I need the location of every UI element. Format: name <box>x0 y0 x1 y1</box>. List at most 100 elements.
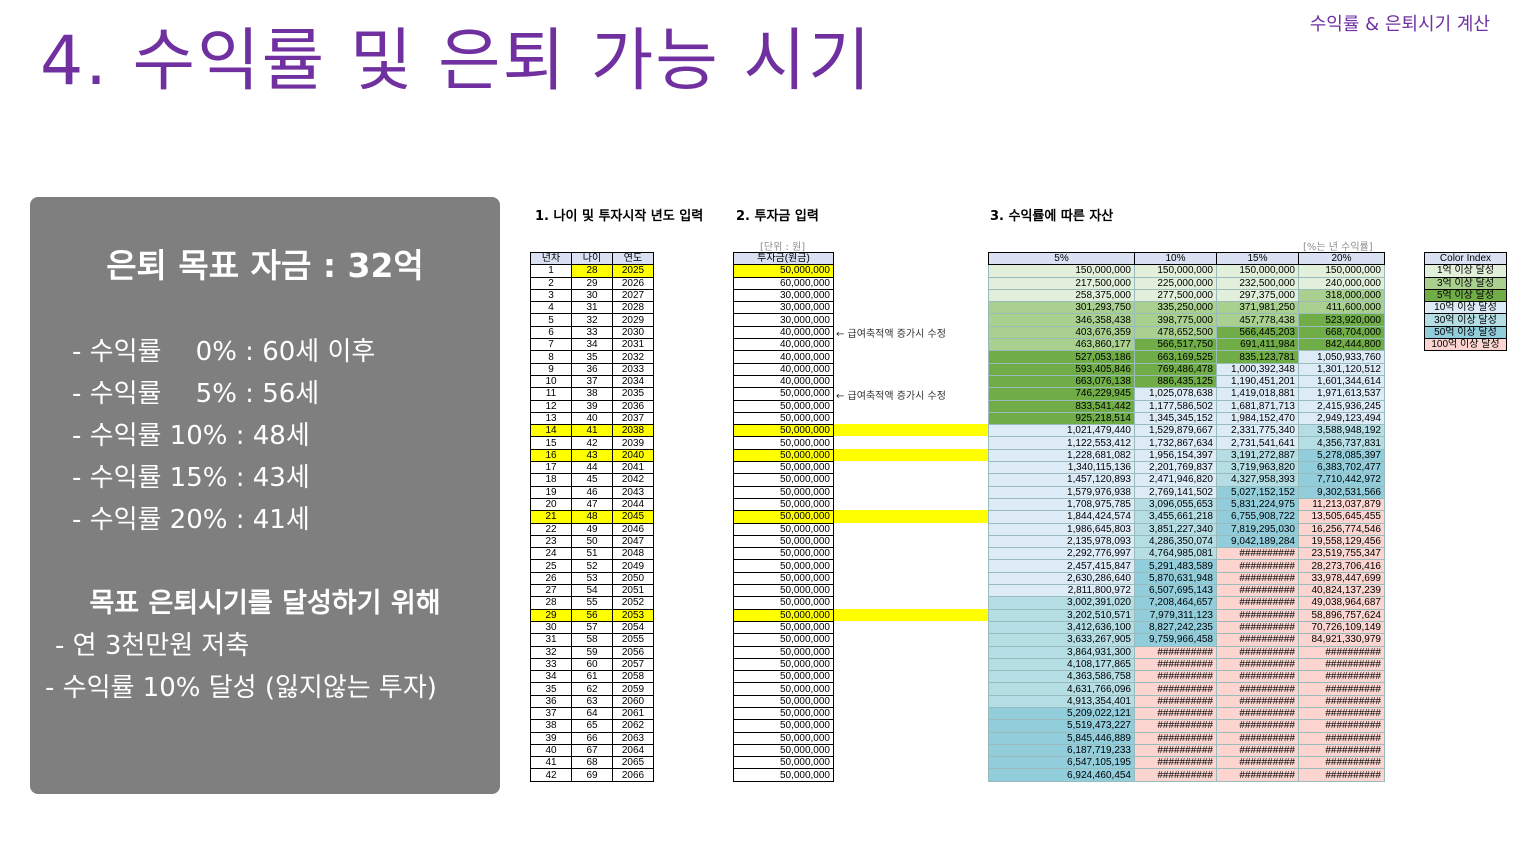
asset-cell-10: 4,764,985,081 <box>1134 547 1217 561</box>
header-rate-5: 5% <box>988 251 1135 266</box>
legend-row: 50억 이상 달성 <box>1424 325 1507 340</box>
year-cell: 2030 <box>612 325 654 340</box>
asset-cell-20: ########## <box>1298 682 1385 696</box>
investment-row: 50,000,000 <box>733 424 834 438</box>
asset-cell-20: ########## <box>1298 645 1385 659</box>
asset-cell-20: 1,971,613,537 <box>1298 387 1385 401</box>
asset-cell-15: 3,191,272,887 <box>1216 448 1299 463</box>
investment-row: 50,000,000 <box>733 608 834 622</box>
year-cell: 2060 <box>612 694 654 708</box>
asset-row: 6,547,105,195 ########## ########## #######… <box>988 756 1385 770</box>
asset-cell-10: 5,870,631,948 <box>1134 571 1217 586</box>
asset-cell-15: ########## <box>1216 559 1299 573</box>
asset-cell-20: 16,256,774,546 <box>1298 522 1385 536</box>
asset-cell-15: ########## <box>1216 719 1299 733</box>
year-index-cell: 5 <box>530 313 572 327</box>
asset-cell-5: 4,913,354,401 <box>988 694 1135 708</box>
legend-row: 10억 이상 달성 <box>1424 301 1507 315</box>
age-cell: 39 <box>571 399 613 413</box>
asset-cell-20: 3,588,948,192 <box>1298 424 1385 438</box>
investment-cell: 60,000,000 <box>733 276 834 290</box>
asset-cell-10: ########## <box>1134 657 1217 672</box>
age-cell: 34 <box>571 338 613 352</box>
age-cell: 49 <box>571 522 613 536</box>
age-row: 9 36 2033 <box>530 362 654 376</box>
asset-cell-20: 5,278,085,397 <box>1298 448 1385 463</box>
year-cell: 2046 <box>612 522 654 536</box>
header-rate-10: 10% <box>1134 251 1217 266</box>
rate-line-20: - 수익률 20% : 41세 <box>72 505 310 535</box>
investment-cell: 30,000,000 <box>733 301 834 315</box>
age-cell: 56 <box>571 608 613 622</box>
year-index-cell: 3 <box>530 288 572 303</box>
year-index-cell: 23 <box>530 534 572 549</box>
age-row: 28 55 2052 <box>530 596 654 610</box>
asset-cell-5: 2,630,286,640 <box>988 571 1135 586</box>
asset-cell-20: ########## <box>1298 719 1385 733</box>
asset-cell-15: ########## <box>1216 706 1299 721</box>
asset-cell-10: 7,208,464,657 <box>1134 596 1217 610</box>
asset-cell-10: 150,000,000 <box>1134 264 1217 278</box>
investment-cell: 50,000,000 <box>733 411 834 426</box>
age-row: 38 65 2062 <box>530 719 654 733</box>
year-cell: 2027 <box>612 288 654 303</box>
year-cell: 2049 <box>612 559 654 573</box>
asset-cell-5: 4,363,586,758 <box>988 670 1135 684</box>
age-cell: 36 <box>571 362 613 376</box>
legend-item: 3억 이상 달성 <box>1424 276 1507 290</box>
year-index-cell: 35 <box>530 682 572 696</box>
year-cell: 2057 <box>612 657 654 672</box>
year-index-cell: 25 <box>530 559 572 573</box>
asset-row: 3,002,391,020 7,208,464,657 ########## 49,0… <box>988 596 1385 610</box>
age-cell: 52 <box>571 559 613 573</box>
age-cell: 53 <box>571 571 613 586</box>
age-cell: 66 <box>571 731 613 745</box>
legend-item: 100억 이상 달성 <box>1424 338 1507 352</box>
age-cell: 46 <box>571 485 613 499</box>
asset-cell-10: ########## <box>1134 731 1217 745</box>
asset-cell-15: ########## <box>1216 768 1299 782</box>
asset-cell-15: 297,375,000 <box>1216 288 1299 303</box>
year-index-cell: 4 <box>530 301 572 315</box>
investment-cell: 50,000,000 <box>733 633 834 647</box>
asset-cell-20: 1,301,120,512 <box>1298 362 1385 376</box>
investment-row: 50,000,000 <box>733 620 834 635</box>
age-row: 18 45 2042 <box>530 473 654 487</box>
asset-cell-5: 663,076,138 <box>988 374 1135 389</box>
investment-row: 40,000,000 <box>733 362 834 376</box>
asset-cell-5: 3,202,510,571 <box>988 608 1135 622</box>
asset-cell-5: 1,844,424,574 <box>988 510 1135 524</box>
year-index-cell: 6 <box>530 325 572 340</box>
section-title-assets: 3. 수익률에 따른 자산 <box>990 209 1114 224</box>
asset-cell-10: 5,291,483,589 <box>1134 559 1217 573</box>
rate-line-0: - 수익률 0% : 60세 이후 <box>72 337 376 367</box>
asset-row: 925,218,514 1,345,345,152 1,984,152,470 2,9… <box>988 411 1385 426</box>
header-rate-15: 15% <box>1216 251 1299 266</box>
asset-cell-20: 6,383,702,477 <box>1298 461 1385 475</box>
year-index-cell: 31 <box>530 633 572 647</box>
age-cell: 43 <box>571 448 613 463</box>
legend-row: 5억 이상 달성 <box>1424 288 1507 303</box>
asset-cell-10: 7,979,311,123 <box>1134 608 1217 622</box>
legend-item: 5억 이상 달성 <box>1424 288 1507 303</box>
asset-cell-5: 301,293,750 <box>988 301 1135 315</box>
year-cell: 2026 <box>612 276 654 290</box>
asset-cell-5: 3,412,636,100 <box>988 620 1135 635</box>
asset-cell-5: 2,135,978,093 <box>988 534 1135 549</box>
asset-cell-15: ########## <box>1216 645 1299 659</box>
asset-cell-5: 403,676,359 <box>988 325 1135 340</box>
asset-cell-5: 925,218,514 <box>988 411 1135 426</box>
investment-row: 50,000,000 <box>733 645 834 659</box>
investment-row: 50,000,000 <box>733 473 834 487</box>
asset-cell-10: 769,486,478 <box>1134 362 1217 376</box>
investment-cell: 50,000,000 <box>733 497 834 512</box>
age-cell: 37 <box>571 374 613 389</box>
age-cell: 50 <box>571 534 613 549</box>
investment-cell: 40,000,000 <box>733 362 834 376</box>
investment-cell: 50,000,000 <box>733 657 834 672</box>
asset-row: 3,202,510,571 7,979,311,123 ########## 58,8… <box>988 608 1385 622</box>
asset-cell-5: 1,579,976,938 <box>988 485 1135 499</box>
investment-cell: 50,000,000 <box>733 682 834 696</box>
note-increase-2: ← 급여축적액 증가시 수정 <box>836 391 946 402</box>
investment-row: 50,000,000 <box>733 497 834 512</box>
